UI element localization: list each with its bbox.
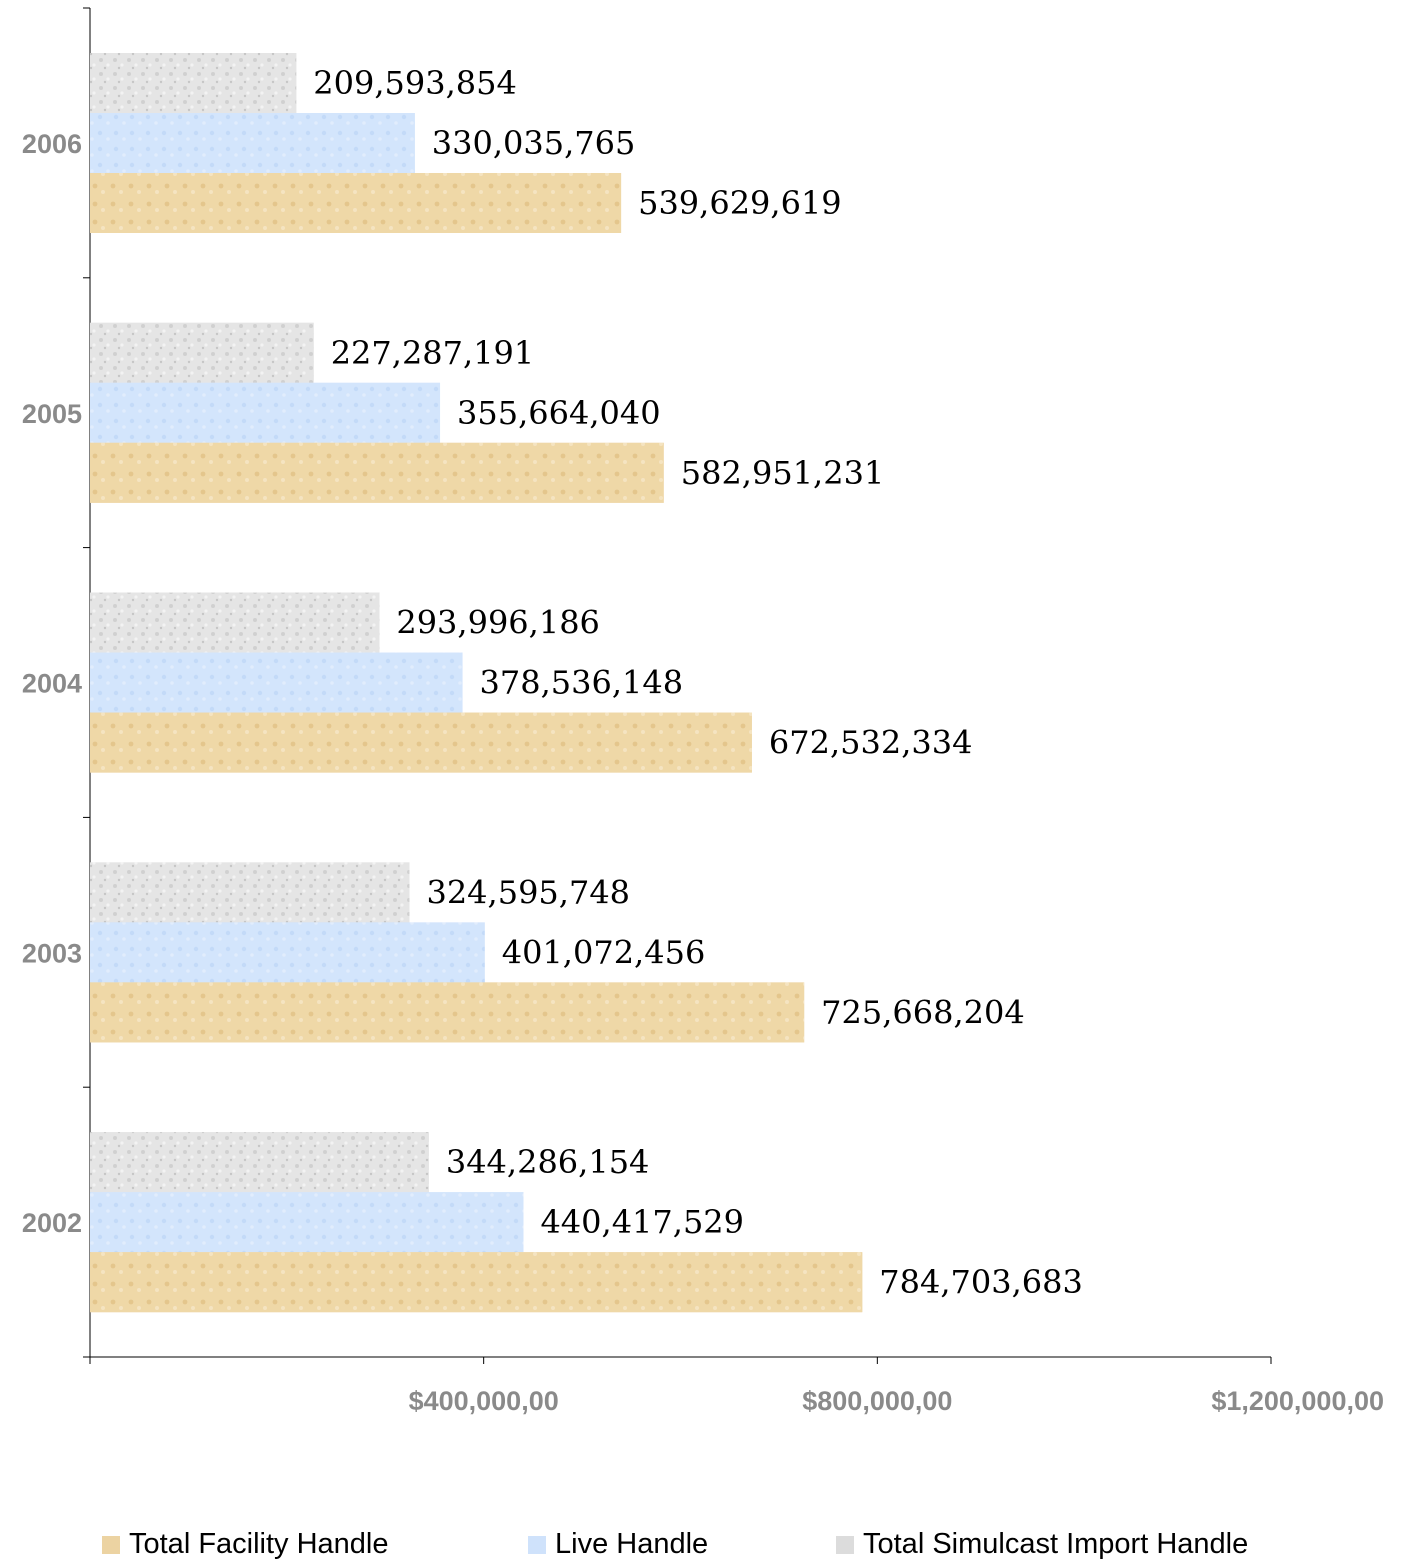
- data-label: 725,668,204: [821, 993, 1025, 1031]
- data-label: 227,287,191: [331, 334, 535, 372]
- bar: [90, 442, 664, 503]
- legend-label-total-simulcast-import-handle: Total Simulcast Import Handle: [863, 1528, 1249, 1560]
- bar: [90, 1132, 429, 1193]
- bar: [90, 113, 415, 173]
- data-label: 344,286,154: [446, 1143, 650, 1181]
- data-label: 378,536,148: [480, 664, 684, 702]
- bar: [90, 1192, 524, 1253]
- data-label: 355,664,040: [457, 394, 661, 432]
- category-label: 2006: [22, 129, 82, 159]
- data-label: 209,593,854: [313, 64, 517, 102]
- bar: [90, 652, 463, 713]
- bar: [90, 922, 485, 983]
- data-label: 784,703,683: [879, 1263, 1083, 1301]
- axes: $400,000,00 $800,000,00 $1,200,000,00 2006 2…: [22, 7, 1384, 1416]
- bar: [90, 592, 380, 653]
- data-label: 539,629,619: [638, 184, 842, 222]
- bar: [90, 862, 410, 923]
- legend-label-live-handle: Live Handle: [555, 1528, 709, 1560]
- bar: [90, 173, 622, 233]
- bar: [90, 53, 297, 113]
- x-tick-label: $400,000,00: [409, 1386, 559, 1416]
- legend-swatch-total-simulcast-import-handle: [836, 1535, 854, 1554]
- data-label: 672,532,334: [769, 724, 973, 762]
- data-label: 330,035,765: [432, 124, 636, 162]
- x-tick-label: $800,000,00: [802, 1386, 952, 1416]
- category-label: 2005: [22, 399, 82, 429]
- category-label: 2002: [22, 1208, 82, 1238]
- bar: [90, 322, 314, 383]
- data-label: 401,072,456: [502, 933, 706, 971]
- bar: [90, 712, 752, 773]
- legend-item-live-handle: Live Handle: [528, 1528, 708, 1561]
- bars: [90, 53, 863, 1313]
- bar: [90, 382, 441, 443]
- legend-item-total-simulcast-import-handle: Total Simulcast Import Handle: [836, 1528, 1248, 1561]
- data-label: 293,996,186: [396, 604, 600, 642]
- data-label: 582,951,231: [681, 454, 885, 492]
- data-label: 324,595,748: [426, 873, 630, 911]
- legend-swatch-live-handle: [528, 1535, 546, 1554]
- bar: [90, 982, 805, 1043]
- legend-label-total-facility-handle: Total Facility Handle: [129, 1528, 389, 1560]
- chart-svg: $400,000,00 $800,000,00 $1,200,000,00 2006 2…: [22, 7, 1384, 1416]
- legend-item-total-facility-handle: Total Facility Handle: [102, 1528, 389, 1561]
- data-label: 440,417,529: [540, 1203, 744, 1241]
- legend: Total Facility Handle Live Handle Total …: [0, 1528, 1402, 1566]
- x-tick-label: $1,200,000,00: [1211, 1386, 1384, 1416]
- legend-swatch-total-facility-handle: [102, 1535, 120, 1554]
- category-label: 2003: [22, 938, 82, 968]
- category-label: 2004: [22, 669, 82, 699]
- bar: [90, 1252, 863, 1313]
